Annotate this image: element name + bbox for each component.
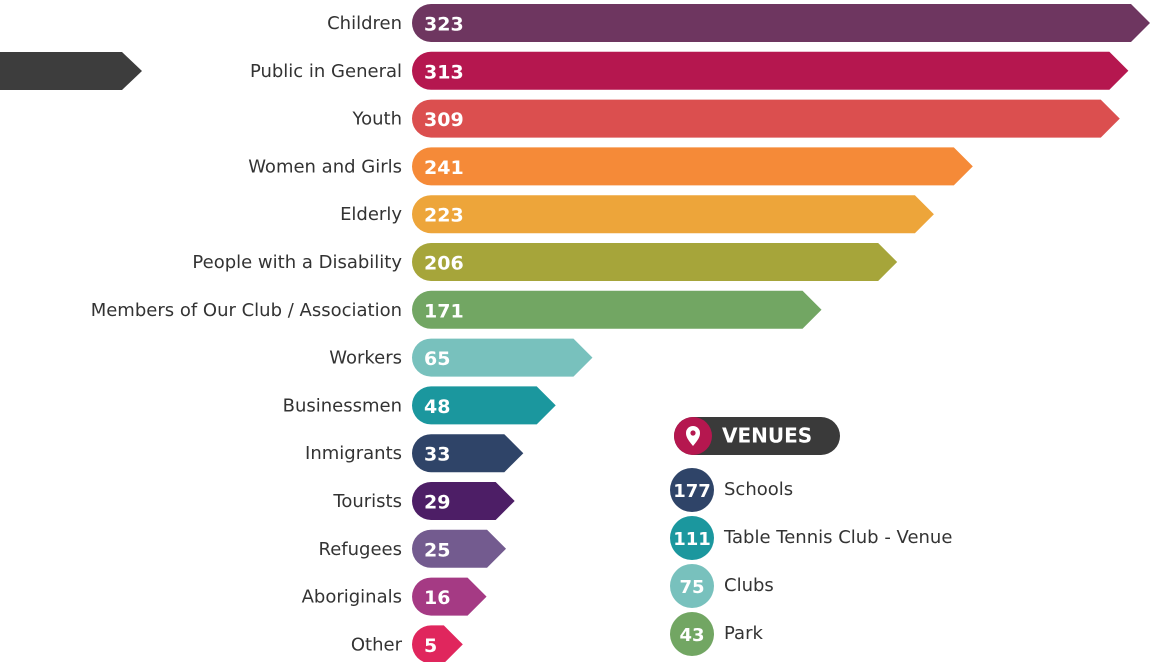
bar	[412, 386, 556, 425]
venue-count: 75	[679, 577, 704, 598]
value-label: 309	[424, 109, 464, 131]
value-label: 25	[424, 539, 450, 561]
category-label: Public in General	[250, 61, 402, 82]
value-label: 65	[424, 348, 450, 370]
value-label: 323	[424, 14, 464, 36]
value-label: 171	[424, 300, 464, 322]
category-label: Other	[351, 634, 403, 655]
value-label: 5	[424, 635, 437, 657]
venues-title: VENUES	[722, 424, 812, 448]
pin-icon	[686, 426, 700, 446]
bar	[412, 99, 1120, 138]
venue-badge	[670, 516, 714, 560]
category-label: Refugees	[319, 539, 402, 560]
category-label: Inmigrants	[305, 443, 402, 464]
category-label: Elderly	[340, 204, 402, 225]
venue-label: Clubs	[724, 575, 774, 596]
venue-count: 177	[673, 481, 711, 502]
category-label: Children	[327, 13, 402, 34]
value-label: 241	[424, 157, 464, 179]
bar	[412, 529, 507, 568]
value-label: 313	[424, 61, 464, 83]
value-label: 206	[424, 253, 464, 275]
bar	[412, 482, 515, 520]
venue-label: Table Tennis Club - Venue	[723, 527, 952, 548]
venues-header: VENUES	[674, 417, 840, 455]
venue-label: Park	[724, 623, 763, 644]
venue-badge	[670, 564, 714, 608]
venues-pill	[674, 417, 840, 455]
pin-hole	[690, 430, 696, 436]
bar	[412, 51, 1129, 90]
category-label: Workers	[329, 348, 402, 369]
venue-label: Schools	[724, 479, 793, 500]
bar	[412, 243, 898, 281]
venue-count: 111	[673, 529, 711, 550]
category-label: Members of Our Club / Association	[91, 300, 402, 321]
category-label: Youth	[352, 109, 403, 130]
bar	[412, 290, 822, 329]
venue-badge	[670, 468, 714, 512]
category-label: Aboriginals	[302, 587, 402, 608]
value-label: 33	[424, 444, 450, 466]
bar	[412, 4, 1150, 42]
venue-count: 43	[679, 625, 704, 646]
category-label: Tourists	[332, 491, 402, 512]
bar	[412, 577, 487, 616]
value-label: 48	[424, 396, 450, 418]
venue-badge	[670, 612, 714, 656]
bar	[412, 338, 593, 377]
bar	[412, 195, 934, 234]
category-label: People with a Disability	[192, 252, 402, 273]
value-label: 16	[424, 587, 450, 609]
category-label: Businessmen	[283, 395, 402, 416]
value-label: 223	[424, 205, 464, 227]
bar	[412, 625, 463, 662]
bar	[412, 434, 524, 473]
category-label: Women and Girls	[248, 156, 402, 177]
pointer-arrow	[0, 52, 142, 90]
bar	[412, 147, 973, 186]
value-label: 29	[424, 492, 450, 514]
